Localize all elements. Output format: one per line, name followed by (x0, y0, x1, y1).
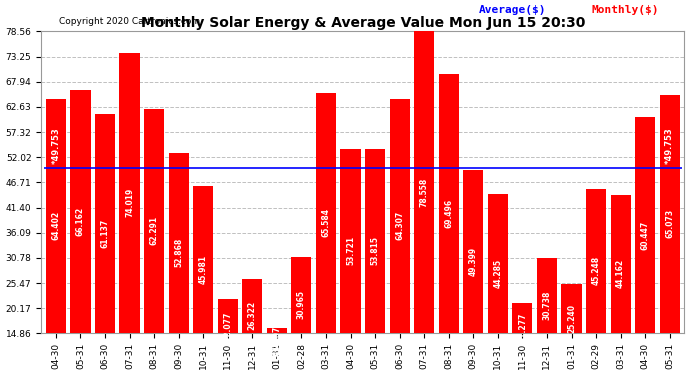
Text: 52.868: 52.868 (174, 238, 183, 267)
Text: 25.240: 25.240 (567, 304, 576, 333)
Bar (513, 303, 533, 375)
Bar (537, 258, 557, 375)
Bar (291, 257, 311, 375)
Text: 45.981: 45.981 (199, 255, 208, 284)
Bar (586, 189, 606, 375)
Text: 21.277: 21.277 (518, 313, 527, 342)
Bar (635, 117, 656, 375)
Text: 69.496: 69.496 (444, 199, 453, 228)
Text: 66.162: 66.162 (76, 207, 85, 236)
Text: 45.248: 45.248 (591, 256, 600, 285)
Text: 16.107: 16.107 (273, 326, 282, 355)
Text: 22.077: 22.077 (224, 311, 233, 340)
Text: 49.399: 49.399 (469, 246, 477, 276)
Text: 44.162: 44.162 (616, 259, 625, 288)
Bar (611, 195, 631, 375)
Text: 61.137: 61.137 (101, 219, 110, 248)
Bar (562, 284, 582, 375)
Bar (70, 90, 90, 375)
Text: 44.285: 44.285 (493, 259, 502, 288)
Text: 64.402: 64.402 (51, 211, 61, 240)
Bar (267, 327, 287, 375)
Text: 26.322: 26.322 (248, 301, 257, 330)
Text: *49.753: *49.753 (665, 128, 674, 164)
Text: 30.738: 30.738 (542, 291, 551, 320)
Text: 53.815: 53.815 (371, 236, 380, 265)
Text: *49.753: *49.753 (51, 128, 61, 164)
Bar (439, 74, 459, 375)
Bar (365, 149, 385, 375)
Bar (95, 114, 115, 375)
Bar (217, 299, 238, 375)
Text: 65.073: 65.073 (665, 209, 674, 238)
Title: Monthly Solar Energy & Average Value Mon Jun 15 20:30: Monthly Solar Energy & Average Value Mon… (141, 16, 585, 30)
Bar (390, 99, 410, 375)
Text: 65.584: 65.584 (322, 208, 331, 237)
Bar (660, 95, 680, 375)
Bar (193, 186, 213, 375)
Text: 53.721: 53.721 (346, 236, 355, 266)
Text: Copyright 2020 Cartronics.com: Copyright 2020 Cartronics.com (59, 17, 200, 26)
Text: 74.019: 74.019 (125, 188, 134, 218)
Bar (242, 279, 262, 375)
Bar (340, 149, 361, 375)
Text: 60.447: 60.447 (640, 220, 650, 249)
Bar (144, 109, 164, 375)
Text: 62.291: 62.291 (150, 216, 159, 245)
Text: 64.307: 64.307 (395, 211, 404, 240)
Bar (168, 153, 189, 375)
Bar (463, 170, 484, 375)
Bar (316, 93, 336, 375)
Text: 30.965: 30.965 (297, 290, 306, 319)
Text: 78.558: 78.558 (420, 177, 428, 207)
Bar (119, 53, 139, 375)
Bar (488, 194, 508, 375)
Bar (414, 32, 434, 375)
Bar (46, 99, 66, 375)
Text: Monthly($): Monthly($) (591, 5, 659, 15)
Text: Average($): Average($) (479, 5, 546, 15)
